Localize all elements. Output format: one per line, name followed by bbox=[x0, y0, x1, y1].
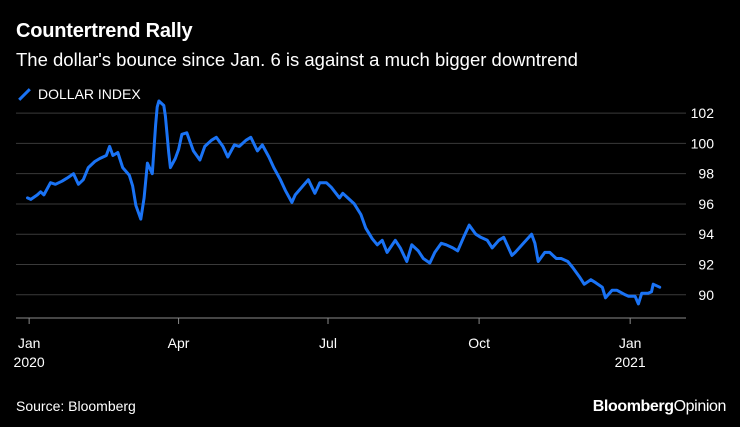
x-tick-label: Jan bbox=[619, 335, 642, 351]
y-tick-label: 96 bbox=[698, 196, 714, 212]
y-tick-label: 92 bbox=[698, 257, 714, 273]
x-tick-label: Jul bbox=[319, 335, 337, 351]
y-tick-label: 94 bbox=[698, 226, 714, 242]
x-tick-year-label: 2020 bbox=[14, 354, 45, 370]
legend-label: DOLLAR INDEX bbox=[38, 86, 141, 102]
chart-legend: DOLLAR INDEX bbox=[16, 86, 141, 102]
y-tick-label: 100 bbox=[691, 135, 715, 151]
series-line-dollar-index bbox=[26, 99, 662, 306]
y-tick-label: 98 bbox=[698, 166, 714, 182]
x-tick-label: Oct bbox=[468, 335, 490, 351]
y-tick-label: 90 bbox=[698, 287, 714, 303]
x-tick-label: Apr bbox=[168, 335, 190, 351]
chart-subtitle: The dollar's bounce since Jan. 6 is agai… bbox=[16, 49, 578, 70]
x-tick-year-label: 2021 bbox=[615, 354, 646, 370]
chart-title: Countertrend Rally bbox=[16, 20, 193, 42]
source-note: Source: Bloomberg bbox=[16, 398, 136, 414]
y-tick-label: 102 bbox=[691, 105, 715, 121]
line-chart: 90 92 94 96 98 100 102 Jan 2020 Apr Jul Oct Jan 2021 bbox=[14, 99, 715, 370]
x-tick-label: Jan bbox=[18, 335, 41, 351]
brand-logo: BloombergOpinion bbox=[592, 398, 727, 415]
